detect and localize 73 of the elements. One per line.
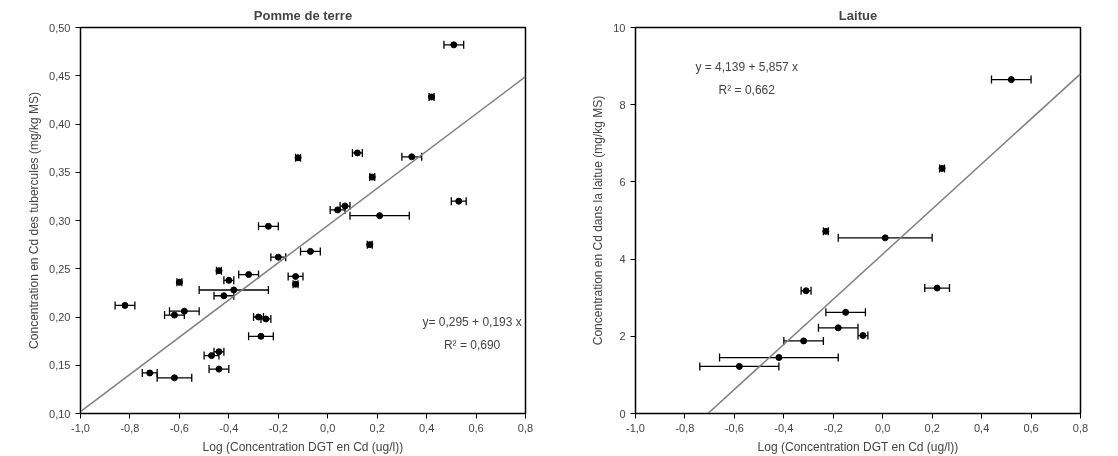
x-tick-label: -0,4	[219, 421, 239, 434]
x-tick-label: -0,6	[724, 421, 744, 434]
point	[834, 324, 842, 332]
point	[842, 308, 850, 316]
point	[450, 41, 458, 49]
y-tick-label: 0,20	[49, 311, 71, 323]
x-tick-label: 0,6	[1023, 421, 1039, 434]
x-tick-label: 0,8	[517, 421, 534, 434]
point	[306, 247, 314, 255]
point	[121, 301, 129, 309]
point	[146, 369, 154, 377]
y-tick-label: 10	[613, 21, 626, 34]
point	[933, 284, 941, 292]
point	[215, 365, 223, 373]
y-axis-title: Concentration en Cd des tubercules (mg/kg MS)	[27, 92, 42, 349]
x-tick-label: 0,4	[973, 421, 990, 434]
x-axis-title: Log (Concentration DGT en Cd (ug/l))	[757, 439, 959, 454]
x-axis-title: Log (Concentration DGT en Cd (ug/l))	[202, 439, 404, 454]
y-tick-label: 8	[619, 98, 626, 111]
point	[245, 271, 253, 279]
y-tick-label: 0,45	[49, 69, 71, 82]
y-tick-label: 0,30	[49, 214, 71, 227]
point	[208, 352, 216, 360]
x-tick-label: -0,2	[268, 421, 288, 434]
point	[230, 286, 238, 294]
annotation: R² = 0,662	[718, 82, 776, 97]
y-tick-label: 0,15	[49, 359, 71, 372]
x-tick-label: 0,0	[320, 421, 336, 434]
x-tick-label: -1,0	[626, 421, 645, 434]
x-tick-label: 0,0	[875, 421, 891, 434]
y-tick-label: 0,10	[49, 407, 71, 420]
x-tick-label: 0,6	[468, 421, 484, 434]
point	[455, 197, 463, 205]
annotation: y = 4,139 + 5,857 x	[695, 59, 799, 74]
point	[170, 374, 178, 382]
point	[274, 253, 282, 261]
chart-title: Laitue	[838, 7, 878, 23]
point	[292, 272, 300, 280]
y-tick-label: 2	[619, 330, 626, 343]
y-tick-label: 0	[619, 407, 626, 420]
y-tick-label: 6	[619, 175, 626, 188]
point	[180, 307, 188, 315]
point	[881, 234, 889, 242]
point	[170, 311, 178, 319]
y-tick-label: 0,50	[49, 21, 71, 34]
x-tick-label: -0,2	[823, 421, 843, 434]
x-tick-label: -0,8	[120, 421, 140, 434]
y-tick-label: 0,40	[49, 118, 71, 130]
point	[220, 292, 228, 300]
point	[376, 212, 384, 220]
y-tick-label: 0,25	[49, 262, 71, 275]
chart-title: Pomme de terre	[253, 7, 353, 23]
x-tick-label: -0,4	[774, 421, 794, 434]
point	[735, 362, 743, 370]
point	[1007, 76, 1015, 84]
point	[334, 206, 342, 214]
annotation: R² = 0,690	[443, 337, 501, 352]
y-tick-label: 0,35	[49, 166, 71, 179]
point	[264, 222, 272, 230]
y-tick-label: 4	[619, 253, 626, 266]
x-tick-label: 0,2	[369, 421, 385, 434]
point	[775, 354, 783, 362]
annotation: y= 0,295 + 0,193 x	[422, 314, 522, 329]
x-tick-label: 0,4	[418, 421, 435, 434]
x-tick-label: 0,2	[924, 421, 940, 434]
x-tick-label: -0,8	[675, 421, 695, 434]
y-axis-title: Concentration en Cd dans la laitue (mg/kg MS)	[591, 95, 606, 346]
point	[408, 153, 416, 161]
point	[800, 337, 808, 345]
point	[257, 332, 265, 340]
x-tick-label: 0,8	[1072, 421, 1089, 434]
x-tick-label: -1,0	[71, 421, 90, 434]
x-tick-label: -0,6	[169, 421, 189, 434]
